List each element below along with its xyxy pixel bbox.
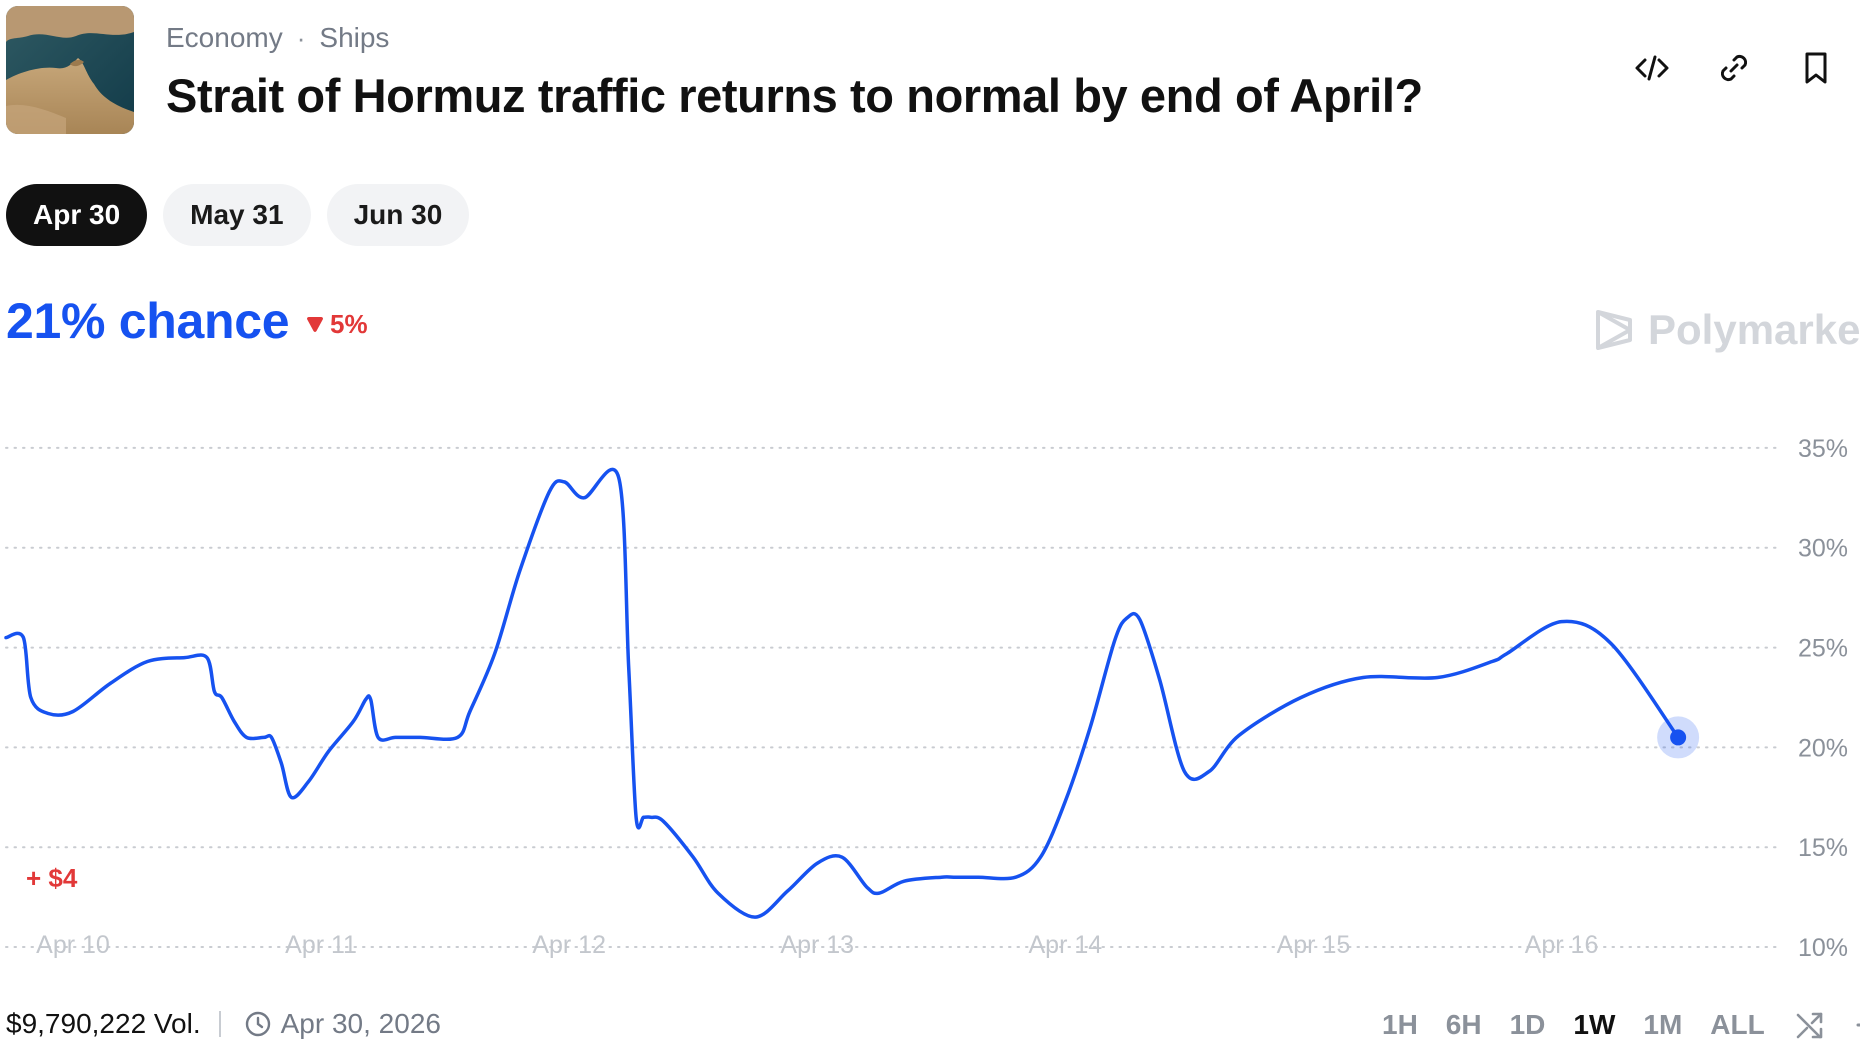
divider: [218, 1011, 221, 1037]
end-date: Apr 30, 2026: [280, 1008, 441, 1039]
link-icon[interactable]: [1712, 46, 1756, 90]
breadcrumb-separator: ·: [296, 22, 306, 53]
x-tick-label: Apr 13: [780, 931, 854, 959]
breadcrumb: Economy · Ships: [166, 20, 389, 56]
range-1h[interactable]: 1H: [1382, 1009, 1418, 1040]
polymarket-logo-icon: [1596, 310, 1632, 350]
date-tab-1[interactable]: May 31: [163, 184, 311, 246]
date-tab-0[interactable]: Apr 30: [6, 184, 148, 246]
y-tick-label: 10%: [1798, 934, 1848, 962]
brand-watermark: Polymarket: [1594, 306, 1860, 354]
range-1d[interactable]: 1D: [1509, 1009, 1546, 1040]
breadcrumb-category[interactable]: Economy: [166, 22, 283, 53]
embed-icon[interactable]: [1630, 46, 1674, 90]
price-series-line: [4, 467, 1680, 919]
header-actions: [1630, 46, 1838, 90]
y-tick-label: 30%: [1798, 535, 1848, 563]
range-all[interactable]: ALL: [1710, 1009, 1765, 1040]
market-thumbnail: [6, 6, 134, 134]
clock-icon: [245, 1011, 270, 1037]
y-tick-label: 20%: [1798, 734, 1848, 762]
range-6h[interactable]: 6H: [1445, 1009, 1482, 1040]
x-tick-label: Apr 15: [1277, 931, 1351, 959]
date-tab-2[interactable]: Jun 30: [326, 184, 470, 246]
trade-annotation: + $4: [26, 863, 78, 893]
shuffle-icon[interactable]: [1793, 1008, 1827, 1042]
chance-value: 21% chance: [6, 293, 290, 349]
down-triangle-icon: [307, 316, 323, 332]
date-tabs: Apr 30 May 31 Jun 30: [6, 184, 470, 246]
price-chart[interactable]: 35% 30% 25% 20% 15% 10% Apr 10 Apr 11 Apr 12 Apr …: [0, 400, 1860, 975]
y-tick-label: 35%: [1798, 435, 1848, 463]
range-1w[interactable]: 1W: [1573, 1009, 1616, 1040]
market-title: Strait of Hormuz traffic returns to norm…: [166, 69, 1423, 122]
time-range-selector: 1H 6H 1D 1W 1M ALL: [1382, 1008, 1860, 1042]
range-1m[interactable]: 1M: [1643, 1009, 1683, 1040]
market-stats: $9,790,222 Vol. Apr 30, 2026: [6, 1008, 441, 1040]
brand-name: Polymarket: [1648, 306, 1860, 353]
change-value: 5%: [330, 309, 368, 339]
settings-gear-icon[interactable]: [1855, 1008, 1860, 1042]
volume-value: $9,790,222 Vol.: [6, 1008, 201, 1039]
x-tick-label: Apr 12: [532, 931, 606, 959]
change-indicator: 5%: [306, 309, 368, 340]
x-tick-label: Apr 16: [1525, 931, 1599, 959]
bookmark-icon[interactable]: [1794, 46, 1838, 90]
breadcrumb-subcategory[interactable]: Ships: [319, 22, 390, 53]
x-tick-label: Apr 14: [1029, 931, 1103, 959]
y-tick-label: 25%: [1798, 635, 1848, 663]
x-tick-label: Apr 10: [36, 931, 110, 959]
current-point-marker: [1670, 729, 1687, 746]
x-tick-label: Apr 11: [285, 931, 357, 959]
y-tick-label: 15%: [1798, 834, 1848, 862]
